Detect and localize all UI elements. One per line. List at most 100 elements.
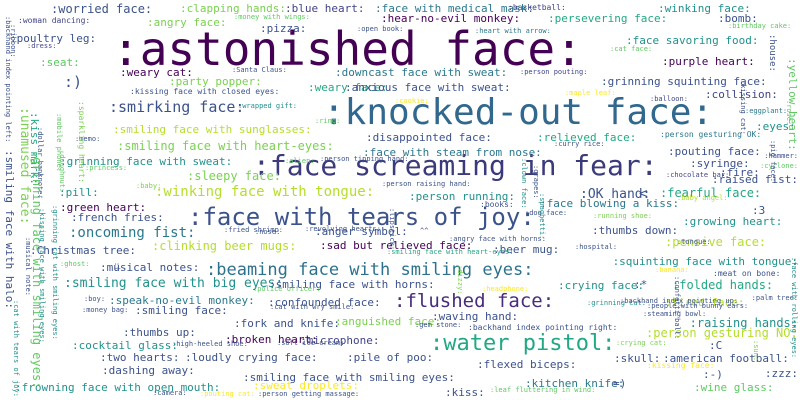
word-kissing-face-with-smiling-eyes: :kissing face with smiling eyes: <box>38 208 46 343</box>
word-oncoming-fist: :oncoming fist: <box>69 225 196 241</box>
word-ribbon: :ribbon: <box>9 24 17 58</box>
word-downcast-face-with-sweat: :downcast face with sweat: <box>335 66 508 79</box>
word-cat-with-tears-of-joy: :cat with tears of joy: <box>12 300 20 397</box>
word-american-football: :american football: <box>663 352 789 365</box>
word-kissing-face-with-closed-eyes: :kissing face with closed eyes: <box>130 87 280 96</box>
word-wrapped-gift: :wrapped gift: <box>238 102 298 110</box>
word-anxious-face-with-sweat: :anxious face with sweat: <box>345 81 511 94</box>
word-musical-notes: :musical notes: <box>100 261 200 274</box>
word-winking-face-with-tongue: :winking face with tongue: <box>155 184 375 200</box>
word-ghost: :ghost: <box>60 260 90 268</box>
word-dashing-away: :dashing away: <box>102 364 195 377</box>
word-broken-heart: :broken heart: <box>225 333 318 346</box>
word-house: :house: <box>767 34 777 72</box>
word-sparkling-heart: :sparkling heart: <box>77 101 86 183</box>
word-persevering-face: :persevering face: <box>548 12 668 25</box>
word-frowning-face-with-open-mouth: :frowning face with open mouth: <box>15 381 221 394</box>
word-dress: :dress: <box>27 42 57 50</box>
word-anger-symbol: :anger symbol: <box>315 225 408 238</box>
word-face-with-medical-mask: :face with medical mask: <box>375 2 534 15</box>
word-banana: :banana: <box>655 266 689 274</box>
word-dog-face: :dog face: <box>525 209 568 217</box>
word-confetti-ball: :confetti ball: <box>673 276 681 340</box>
word-water-pistol: :water pistol: <box>430 331 616 356</box>
word-maple-leaf: :maple leaf: <box>565 89 616 97</box>
word-sweat-droplets: :sweat droplets: <box>253 379 359 392</box>
word-kissing-cat: :kissing cat: <box>739 80 747 135</box>
word-pile-of-poo: :pile of poo: <box>347 351 434 364</box>
word-grinning-face-with-sweat: :grinning face with sweat: <box>60 155 233 168</box>
word-hear-no-evil-monkey: :hear-no-evil monkey: <box>381 12 521 25</box>
word-eggplant: :eggplant: <box>745 107 788 115</box>
word-emoticon: :-) <box>703 368 723 381</box>
word-smiling-face-with-big-eyes: :smiling face with big eyes: <box>64 276 284 291</box>
word-headphone: :headphone: <box>482 285 529 293</box>
word-hammer: :hammer: <box>764 152 798 160</box>
word-party-popper: :party popper: <box>169 75 262 88</box>
word-steaming-bowl: :steaming bowl: <box>643 310 707 318</box>
word-emoticon: :) <box>64 73 83 91</box>
word-sad-but-relieved-face: :sad but relieved face: <box>320 239 473 252</box>
word-cat-face: :cat face: <box>610 45 653 53</box>
word-smiling-face-with-smiling-eyes: :smiling face with smiling eyes: <box>243 371 455 384</box>
word-smiling-face-with-sunglasses: :smiling face with sunglasses: <box>113 123 312 136</box>
word-princess: :princess: <box>85 164 128 172</box>
word-money-with-wings: :money with wings: <box>234 13 310 21</box>
word-3: :3 <box>752 204 766 217</box>
word-syringe: :syringe: <box>690 157 750 170</box>
word-person-gesturing-no: :person gesturing NO: <box>646 326 798 340</box>
word-waving-hand: :waving hand: <box>432 310 519 323</box>
word-face-with-steam-from-nose: :face with steam from nose: <box>363 146 542 159</box>
word-pensive-face: :pensive face: <box>665 235 767 249</box>
word-clinking-beer-mugs: :clinking beer mugs: <box>152 239 297 253</box>
word-open-book: :open book: <box>357 25 404 33</box>
word-fried-shrimp: :fried shrimp: <box>224 226 284 234</box>
word-chocolate-bar: :chocolate bar: <box>666 171 730 179</box>
word-ring: :ring: <box>315 117 341 125</box>
word-tired-face: :tired face: <box>665 296 745 309</box>
word-beer-mug: :beer mug: <box>493 243 560 256</box>
word-emoticon: =) <box>613 377 627 390</box>
word-fork-and-knife: :fork and knife: <box>234 317 340 330</box>
word-kissing-face: :kissing face: <box>647 361 715 370</box>
word-clapping-hands: :clapping hands: <box>180 2 286 15</box>
word-cat-with-wry-smile: :cat with wry smile: <box>270 303 355 311</box>
word-doughnut: :doughnut: <box>58 150 66 193</box>
word-seat: :seat: <box>40 56 80 69</box>
word-person-gesturing-ok: :person gesturing OK: <box>660 130 762 139</box>
word-soft-ice-cream: :soft ice cream: <box>277 339 345 347</box>
word-emoticon: ^^ <box>420 227 429 235</box>
word-emoticon: :( <box>113 262 121 271</box>
word-winking-face: :winking face: <box>658 2 751 15</box>
word-spaghetti: :spaghetti: <box>538 193 546 240</box>
word-backhand-index-pointing-up: :backhand index pointing up: <box>620 297 739 305</box>
word-meat-on-bone: :meat on bone: <box>713 269 781 278</box>
word-baby-angel: :baby angel: <box>677 194 728 202</box>
word-purple-heart: :purple heart: <box>662 55 755 68</box>
word-two-hearts: :two hearts: <box>100 351 180 364</box>
word-angry-face: :angry face: <box>147 16 227 29</box>
word-disappointed-face: :disappointed face: <box>366 131 492 144</box>
word-person-pouting: :person pouting: <box>520 68 588 76</box>
word-palm-tree: :palm tree: <box>751 294 798 302</box>
word-dizzy: :dizzy: <box>456 265 464 295</box>
word-loudly-crying-face: :loudly crying face: <box>185 351 318 364</box>
word-books: :books: <box>480 200 514 209</box>
word-folded-hands: :folded hands: <box>672 278 774 292</box>
word-rose: :rose: <box>785 100 793 126</box>
word-sun: :sun: <box>752 340 760 362</box>
word-emoticon: :* <box>634 278 648 291</box>
word-cyclone: :cyclone: <box>760 162 798 170</box>
word-cocktail-glass: :cocktail glass: <box>72 339 178 352</box>
word-person-running: :person running: <box>409 190 515 203</box>
word-pill: :pill: <box>59 186 99 199</box>
word-squinting-face-with-tongue: :squinting face with tongue: <box>612 255 798 268</box>
word-face-with-tears-of-joy: :face with tears of joy: <box>188 203 535 231</box>
word-police-officer: :police officer: <box>253 285 321 293</box>
word-leaf-fluttering-in-wind: :leaf fluttering in wind: <box>490 386 596 394</box>
word-poultry-leg: :poultry leg: <box>10 32 97 45</box>
word-growing-heart: :growing heart: <box>683 215 783 228</box>
word-microphone: :microphone: <box>300 334 380 347</box>
word-bomb: :bomb: <box>718 12 758 25</box>
